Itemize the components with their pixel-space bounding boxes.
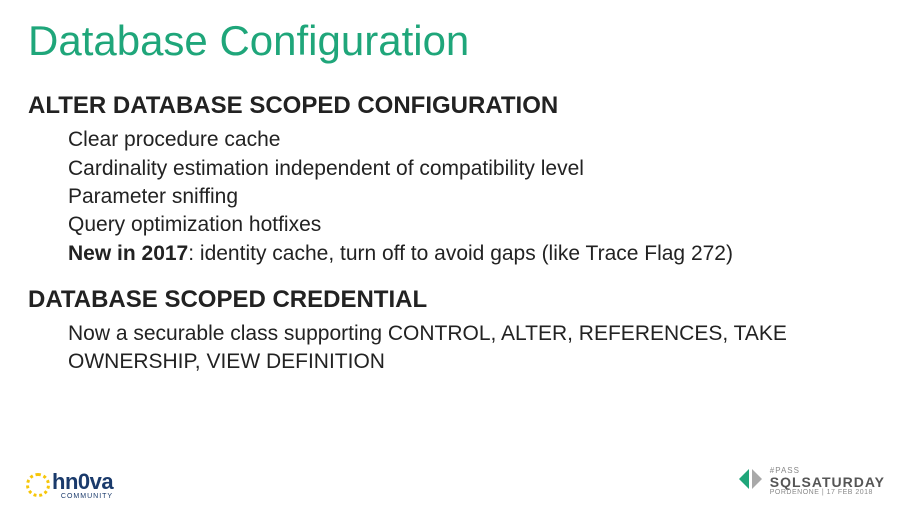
sqlsat-text: #PASS SQLSATURDAY PORDENONE | 17 FEB 201… [770,467,885,496]
sun-icon [26,473,50,497]
list-item: Clear procedure cache [68,126,879,154]
list-item: New in 2017: identity cache, turn off to… [68,240,879,268]
bullet-list: Now a securable class supporting CONTROL… [68,320,879,377]
sqlsaturday-logo: #PASS SQLSATURDAY PORDENONE | 17 FEB 201… [739,467,885,496]
sqlsat-main: SQLSATURDAY [770,475,885,489]
list-item: Now a securable class supporting CONTROL… [68,320,879,377]
slide-title: Database Configuration [28,18,879,64]
bold-label: New in 2017 [68,242,188,265]
innova-logo: hn0va COMMUNITY [26,469,113,500]
slide: Database Configuration ALTER DATABASE SC… [0,0,907,510]
section-heading: ALTER DATABASE SCOPED CONFIGURATION [28,92,879,120]
list-item: Parameter sniffing [68,183,879,211]
sqlsat-sub: PORDENONE | 17 FEB 2018 [770,489,885,496]
innova-text-wrap: hn0va COMMUNITY [52,469,113,500]
angle-brackets-icon [739,469,762,494]
item-text: : identity cache, turn off to avoid gaps… [188,242,733,265]
bullet-list: Clear procedure cache Cardinality estima… [68,126,879,268]
angle-right-icon [752,469,762,489]
section-2: DATABASE SCOPED CREDENTIAL Now a securab… [28,286,879,377]
footer: hn0va COMMUNITY #PASS SQLSATURDAY PORDEN… [0,456,907,500]
innova-subtext: COMMUNITY [52,493,113,500]
section-heading: DATABASE SCOPED CREDENTIAL [28,286,879,314]
list-item: Query optimization hotfixes [68,211,879,239]
angle-left-icon [739,469,749,489]
list-item: Cardinality estimation independent of co… [68,155,879,183]
innova-wordmark: hn0va [52,469,113,494]
section-1: ALTER DATABASE SCOPED CONFIGURATION Clea… [28,92,879,268]
